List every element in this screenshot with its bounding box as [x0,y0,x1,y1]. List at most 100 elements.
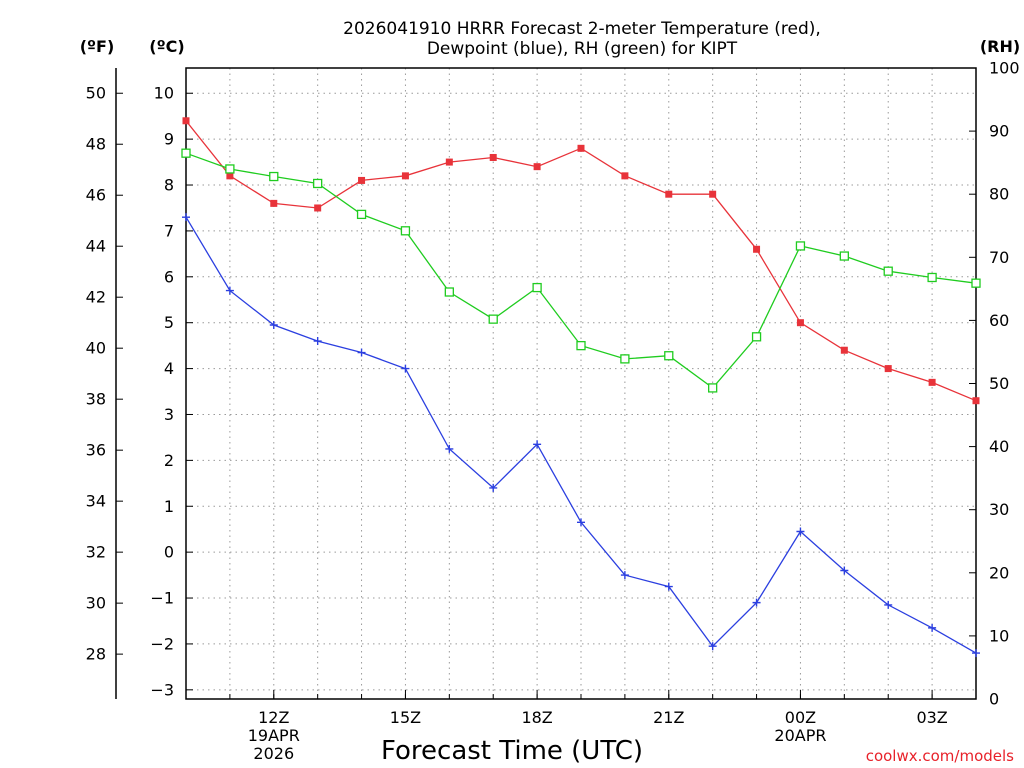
temperature-point [182,117,190,125]
celsius-tick-label: 5 [164,313,174,332]
dewpoint-point [840,566,849,575]
celsius-tick-label: 2 [164,451,174,470]
dewpoint-point [182,213,190,222]
rh-tick-label: 60 [989,311,1009,330]
dewpoint-point [313,337,322,346]
dewpoint-point [664,582,673,591]
fahrenheit-unit-label: (ºF) [80,37,115,56]
rh-point [488,314,498,324]
x-tick-label: 2026 [253,744,294,763]
x-tick-label: 19APR [248,726,300,745]
dewpoint-point [972,649,980,658]
rh-point [839,251,849,261]
temperature-point [358,176,366,184]
rh-point [356,209,367,220]
rh-point [444,287,454,297]
rh-tick-label: 70 [989,248,1009,267]
series-dewpoint [182,213,980,658]
fahrenheit-tick-label: 34 [86,492,106,511]
x-tick-label: 03Z [916,708,947,727]
rh-point [883,266,893,276]
fahrenheit-tick-label: 50 [86,84,106,103]
fahrenheit-tick-label: 36 [86,441,106,460]
x-tick-label: 20APR [774,726,826,745]
fahrenheit-tick-label: 30 [86,594,106,613]
fahrenheit-tick-label: 28 [86,645,106,664]
rh-tick-label: 20 [989,563,1009,582]
rh-point [181,148,191,158]
dewpoint-point [357,348,366,357]
fahrenheit-tick-label: 48 [86,135,106,154]
rh-point [927,272,937,283]
chart-title-line-2: Dewpoint (blue), RH (green) for KIPT [427,39,738,59]
temperature-point [665,190,673,198]
celsius-tick-label: 0 [164,543,174,562]
temperature-point [533,163,541,171]
fahrenheit-tick-label: 42 [86,288,106,307]
temperature-point [314,204,322,212]
rh-tick-label: 90 [989,122,1009,141]
rh-tick-label: 40 [989,437,1009,456]
dewpoint-point [752,598,761,607]
temperature-point [928,378,936,386]
temperature-point [577,144,585,152]
dewpoint-point [225,286,234,295]
temperature-point [884,365,892,373]
rh-tick-label: 10 [989,626,1009,645]
rh-point [532,282,542,293]
rh-unit-label: (RH) [980,37,1020,56]
temperature-point [709,190,717,198]
dewpoint-point [796,527,805,536]
temperature-point [226,172,234,180]
rh-point [269,171,279,182]
dewpoint-point [928,623,937,632]
dewpoint-point [620,571,629,580]
fahrenheit-tick-label: 46 [86,186,106,205]
x-tick-label: 21Z [653,708,684,727]
rh-point [576,340,586,351]
temperature-point [796,319,804,327]
temperature-point [270,199,278,207]
temperature-point [972,397,980,405]
rh-point [225,164,235,174]
source-credit: coolwx.com/models [866,747,1014,765]
tick-labels: −3−2−10123456789102830323436384042444648… [86,59,1020,764]
dewpoint-point [708,642,717,651]
rh-point [971,278,981,288]
x-tick-label: 00Z [785,708,816,727]
axes [115,67,977,700]
rh-line [185,152,977,389]
dewpoint-point [401,364,410,373]
rh-point [664,351,674,361]
dewpoint-point [445,444,454,453]
fahrenheit-tick-label: 38 [86,390,106,409]
temperature-point [753,245,761,253]
dewpoint-point [489,483,498,492]
celsius-tick-label: 9 [164,130,174,149]
temperature-point [621,172,629,180]
dewpoint-point [533,440,542,449]
celsius-tick-label: −1 [150,589,174,608]
celsius-tick-label: 10 [154,84,174,103]
fahrenheit-tick-label: 32 [86,543,106,562]
x-axis-label: Forecast Time (UTC) [381,736,643,766]
temperature-point [840,346,848,354]
x-tick-label: 15Z [390,708,421,727]
rh-point [751,332,762,342]
celsius-tick-label: −2 [150,634,174,653]
rh-tick-label: 50 [989,374,1009,393]
data-series [181,117,981,658]
series-temperature [182,117,980,405]
x-tick-label: 18Z [521,708,552,727]
temperature-point [445,158,453,166]
grid-lines [186,68,976,699]
dewpoint-point [269,320,278,329]
fahrenheit-tick-label: 44 [86,237,106,256]
rh-point [708,383,718,393]
rh-tick-label: 80 [989,185,1009,204]
chart-title-line-1: 2026041910 HRRR Forecast 2-meter Tempera… [343,19,821,39]
rh-tick-label: 100 [989,59,1020,78]
celsius-tick-label: 4 [164,359,174,378]
dewpoint-point [884,600,893,609]
